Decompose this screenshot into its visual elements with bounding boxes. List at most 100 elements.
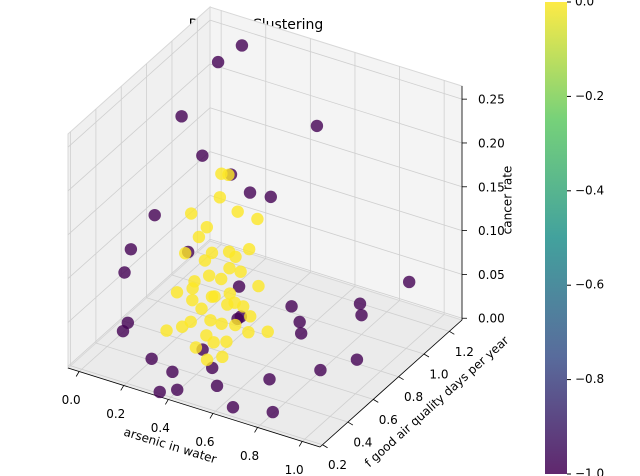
tick-mark <box>449 330 455 335</box>
tick-mark <box>347 421 354 426</box>
colorbar-tick-label: −0.4 <box>575 183 604 197</box>
data-point <box>242 243 256 256</box>
data-point <box>229 318 242 332</box>
data-point <box>310 119 324 133</box>
data-point <box>210 379 224 393</box>
x-tick-label: 0.2 <box>106 407 125 421</box>
tick-mark <box>298 441 303 447</box>
data-point <box>186 293 199 307</box>
grid-line <box>301 314 445 442</box>
data-point <box>242 325 255 339</box>
tick-mark <box>373 399 379 403</box>
colorbar <box>545 2 567 474</box>
colorbar-tick-label: 0.0 <box>575 0 594 9</box>
data-point <box>355 308 368 322</box>
data-point <box>211 55 225 69</box>
data-point <box>244 310 257 323</box>
grid-line <box>78 244 222 372</box>
data-point <box>226 401 240 414</box>
x-tick-label: 0.8 <box>240 449 259 463</box>
x-tick-label: 0.4 <box>151 421 170 435</box>
data-point <box>223 287 237 300</box>
data-point <box>263 373 276 386</box>
data-point <box>145 352 158 365</box>
data-point <box>189 341 203 354</box>
z-tick-label: 0.15 <box>478 180 505 194</box>
grid-line <box>70 365 323 446</box>
axis-line <box>319 319 463 448</box>
grid-line <box>171 274 425 355</box>
grid-line <box>67 63 211 192</box>
data-point <box>220 335 233 348</box>
axis-line <box>67 367 321 448</box>
data-point <box>235 39 249 52</box>
tick-mark <box>322 444 328 449</box>
data-point <box>215 167 228 180</box>
tick-mark <box>75 371 80 377</box>
grid-line <box>209 195 463 275</box>
tick-mark <box>423 353 430 358</box>
data-point <box>192 230 206 244</box>
data-point <box>179 247 192 260</box>
data-point <box>170 286 184 299</box>
z-tick-label: 0.05 <box>478 268 505 282</box>
data-point <box>153 385 166 399</box>
left-pane <box>67 5 211 370</box>
z-tick-label: 0.00 <box>478 312 505 326</box>
tick-mark <box>120 385 125 391</box>
grid-line <box>257 300 400 428</box>
data-point <box>350 353 364 366</box>
data-point <box>166 365 179 379</box>
data-point <box>353 297 367 310</box>
data-point <box>185 207 198 220</box>
data-point <box>148 208 161 222</box>
data-point <box>234 265 247 278</box>
colorbar-tick-label: −0.8 <box>575 372 604 386</box>
data-point <box>186 282 199 295</box>
data-point <box>121 316 135 330</box>
data-point <box>232 280 246 293</box>
tick-mark <box>209 413 214 419</box>
data-point <box>294 327 308 340</box>
x-tick-label: 1.0 <box>285 463 304 476</box>
colorbar-tick-label: −1.0 <box>575 467 604 476</box>
grid-line <box>67 107 211 236</box>
data-point <box>314 363 327 377</box>
data-point <box>200 220 214 234</box>
data-point <box>229 250 242 263</box>
z-tick-label: 0.10 <box>478 224 505 238</box>
colorbar-tick-label: −0.2 <box>575 89 604 103</box>
y-tick-label: 0.8 <box>404 390 423 404</box>
data-point <box>207 336 220 349</box>
data-point <box>231 205 244 218</box>
grid-line <box>67 238 211 367</box>
z-tick-label: 0.20 <box>478 136 505 150</box>
y-tick-label: 1.0 <box>429 368 448 382</box>
data-point <box>184 315 197 328</box>
tick-mark <box>254 427 258 433</box>
data-point <box>202 269 216 282</box>
grid-line <box>212 286 356 414</box>
z-tick-label: 0.25 <box>478 93 505 107</box>
data-point <box>208 290 221 303</box>
data-point <box>160 324 173 337</box>
data-point <box>223 262 236 275</box>
data-point <box>285 300 298 313</box>
z-axis-label: cancer rate <box>501 166 515 235</box>
colorbar-tick-label: −0.6 <box>575 278 604 292</box>
data-point <box>264 190 277 204</box>
x-tick-label: 0.6 <box>195 435 214 449</box>
grid-line <box>209 19 463 100</box>
data-point <box>251 212 264 226</box>
data-point <box>261 325 274 338</box>
data-point <box>215 317 228 330</box>
data-point <box>124 243 138 256</box>
data-point <box>221 298 234 311</box>
data-point <box>293 315 306 329</box>
data-point <box>213 191 227 204</box>
data-point <box>118 266 131 279</box>
grid-line <box>197 251 450 332</box>
data-point <box>175 110 188 123</box>
